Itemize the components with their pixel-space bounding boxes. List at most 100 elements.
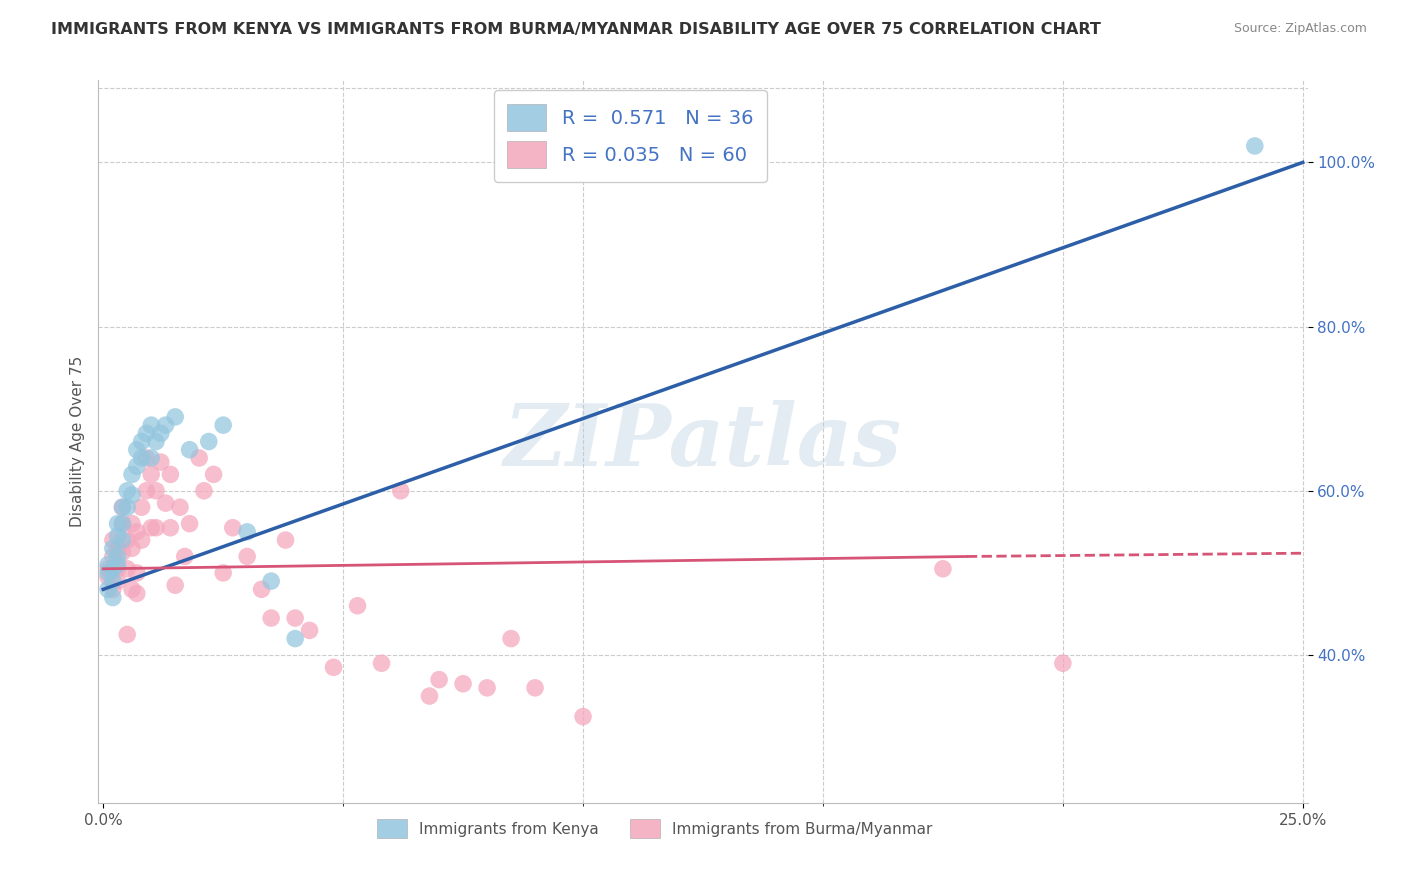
Point [284,632,307,646]
Point [141,418,163,433]
Point [212,566,235,580]
Point [141,467,163,482]
Point [101,574,124,588]
Point [101,541,124,556]
Point [173,549,195,564]
Point [111,516,134,531]
Point [260,574,283,588]
Point [115,533,138,547]
Point [107,541,129,556]
Text: Source: ZipAtlas.com: Source: ZipAtlas.com [1233,22,1367,36]
Point [115,500,138,515]
Point [125,524,148,539]
Point [125,586,148,600]
Point [149,455,172,469]
Point [451,677,474,691]
Point [197,434,219,449]
Point [149,426,172,441]
Point [155,418,177,433]
Point [141,450,163,465]
Point [115,627,138,641]
Legend: Immigrants from Kenya, Immigrants from Burma/Myanmar: Immigrants from Kenya, Immigrants from B… [368,812,941,846]
Point [125,442,148,457]
Point [179,516,201,531]
Point [121,516,143,531]
Point [165,578,187,592]
Point [97,570,120,584]
Point [135,426,157,441]
Point [121,488,143,502]
Point [121,541,143,556]
Point [111,500,134,515]
Point [111,533,134,547]
Point [111,516,134,531]
Point [193,483,215,498]
Point [250,582,273,597]
Point [121,467,143,482]
Point [298,624,321,638]
Point [115,562,138,576]
Point [111,500,134,515]
Point [125,566,148,580]
Point [97,562,120,576]
Point [572,709,595,723]
Point [236,524,259,539]
Point [1243,139,1265,153]
Point [260,611,283,625]
Point [141,521,163,535]
Point [274,533,297,547]
Point [97,558,120,572]
Point [121,582,143,597]
Point [97,566,120,580]
Point [346,599,368,613]
Point [125,459,148,474]
Point [322,660,344,674]
Point [169,500,191,515]
Point [222,521,245,535]
Point [145,434,167,449]
Point [284,611,307,625]
Point [97,582,120,597]
Point [107,574,129,588]
Point [131,450,153,465]
Point [202,467,225,482]
Point [107,516,129,531]
Point [111,545,134,559]
Point [524,681,547,695]
Text: IMMIGRANTS FROM KENYA VS IMMIGRANTS FROM BURMA/MYANMAR DISABILITY AGE OVER 75 CO: IMMIGRANTS FROM KENYA VS IMMIGRANTS FROM… [51,22,1101,37]
Point [145,521,167,535]
Point [370,657,392,671]
Point [107,558,129,572]
Point [101,562,124,576]
Point [145,483,167,498]
Point [932,562,955,576]
Point [135,483,157,498]
Point [212,418,235,433]
Point [135,450,157,465]
Point [131,533,153,547]
Y-axis label: Disability Age Over 75: Disability Age Over 75 [69,356,84,527]
Point [101,582,124,597]
Point [165,409,187,424]
Point [107,562,129,576]
Point [155,496,177,510]
Point [1052,657,1074,671]
Point [499,632,522,646]
Point [159,521,181,535]
Point [188,450,211,465]
Point [427,673,450,687]
Point [389,483,412,498]
Point [107,529,129,543]
Point [131,434,153,449]
Point [475,681,498,695]
Text: ZIPatlas: ZIPatlas [503,400,903,483]
Point [159,467,181,482]
Point [101,533,124,547]
Point [115,483,138,498]
Point [107,549,129,564]
Point [101,549,124,564]
Point [101,591,124,605]
Point [179,442,201,457]
Point [418,689,440,703]
Point [131,500,153,515]
